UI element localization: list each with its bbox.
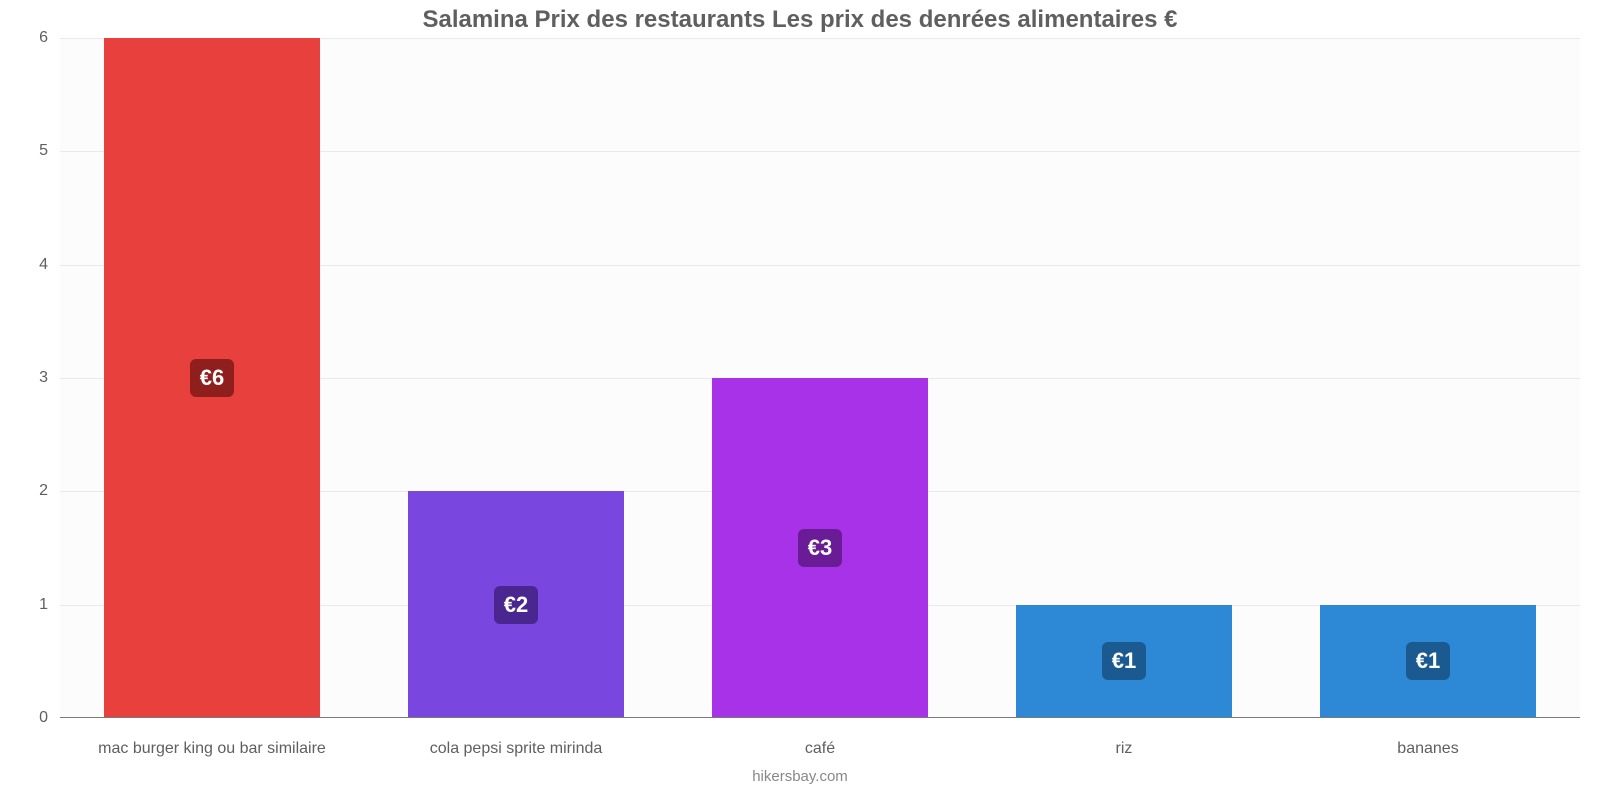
bar: €1 xyxy=(1016,605,1232,718)
y-tick-label: 3 xyxy=(0,369,48,387)
x-axis-label: café xyxy=(668,740,972,758)
y-tick-label: 5 xyxy=(0,142,48,160)
bar: €6 xyxy=(104,38,320,718)
price-chart: Salamina Prix des restaurants Les prix d… xyxy=(0,0,1600,800)
bar-value-label: €1 xyxy=(1102,642,1146,680)
x-axis-labels: mac burger king ou bar similairecola pep… xyxy=(60,740,1580,758)
bar-slot: €6 xyxy=(60,38,364,718)
x-axis-label: riz xyxy=(972,740,1276,758)
x-axis-label: bananes xyxy=(1276,740,1580,758)
bar-value-label: €6 xyxy=(190,359,234,397)
bar-value-label: €1 xyxy=(1406,642,1450,680)
bar-value-label: €2 xyxy=(494,586,538,624)
x-axis-baseline xyxy=(60,717,1580,718)
y-tick-label: 0 xyxy=(0,709,48,727)
x-axis-label: cola pepsi sprite mirinda xyxy=(364,740,668,758)
y-tick-label: 6 xyxy=(0,29,48,47)
x-axis-label: mac burger king ou bar similaire xyxy=(60,740,364,758)
y-tick-label: 4 xyxy=(0,256,48,274)
credit-text: hikersbay.com xyxy=(0,768,1600,785)
bar: €1 xyxy=(1320,605,1536,718)
chart-title: Salamina Prix des restaurants Les prix d… xyxy=(0,6,1600,34)
bar-slot: €1 xyxy=(1276,38,1580,718)
bar-slot: €3 xyxy=(668,38,972,718)
y-tick-label: 1 xyxy=(0,596,48,614)
bars-container: €6 €2 €3 €1 €1 xyxy=(60,38,1580,718)
y-tick-label: 2 xyxy=(0,482,48,500)
bar-slot: €1 xyxy=(972,38,1276,718)
plot-area: €6 €2 €3 €1 €1 xyxy=(60,38,1580,718)
bar: €3 xyxy=(712,378,928,718)
bar-slot: €2 xyxy=(364,38,668,718)
bar: €2 xyxy=(408,491,624,718)
bar-value-label: €3 xyxy=(798,529,842,567)
